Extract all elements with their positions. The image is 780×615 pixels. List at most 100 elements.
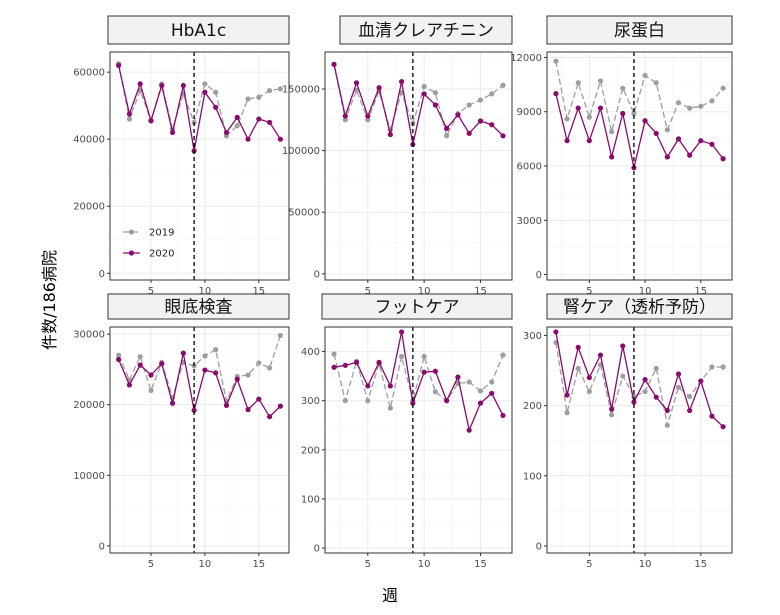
data-point-2020 (245, 136, 251, 142)
y-tick-label: 40000 (73, 135, 105, 146)
panel-border (546, 51, 733, 281)
x-tick-label: 5 (365, 286, 371, 297)
series-line-2019 (333, 64, 504, 138)
data-point-2019 (586, 114, 592, 120)
data-point-2020 (399, 78, 405, 85)
data-point-2020 (586, 138, 592, 144)
y-tick-label: 0 (536, 541, 542, 552)
data-point-2019 (256, 94, 262, 100)
y-tick-label: 12000 (510, 53, 542, 64)
data-point-2020 (245, 407, 251, 413)
data-point-2020 (477, 118, 484, 124)
y-tick-label: 300 (523, 331, 542, 342)
series-line-2020 (333, 331, 504, 433)
data-point-2020 (564, 138, 570, 144)
data-point-2020 (664, 154, 670, 160)
data-point-2019 (575, 80, 581, 86)
data-point-2019 (698, 103, 704, 109)
data-point-2020 (213, 104, 219, 110)
series-line-2020 (555, 331, 724, 428)
data-point-2019 (266, 87, 273, 94)
panel-strip (546, 293, 733, 320)
data-point-2019 (399, 353, 405, 360)
panel-border (324, 326, 513, 554)
x-tick-label: 10 (639, 286, 652, 297)
data-point-2020 (376, 359, 382, 365)
data-point-2019 (477, 97, 484, 103)
data-point-2020 (180, 82, 186, 89)
data-point-2020 (277, 403, 283, 409)
data-point-2019 (277, 86, 283, 92)
panel-4: 眼底検査 0 10000 20000 30000 5 10 15 (73, 293, 290, 570)
panel-title: 尿蛋白 (614, 21, 665, 41)
data-point-2020 (410, 400, 416, 406)
data-point-2020 (444, 125, 450, 132)
x-tick-label: 10 (199, 559, 212, 570)
data-point-2020 (331, 364, 337, 370)
data-point-2019 (664, 127, 670, 133)
y-axis-label: 件数/186病院 (40, 250, 59, 350)
data-point-2020 (664, 407, 670, 414)
data-point-2019 (148, 387, 154, 394)
data-point-2020 (234, 376, 240, 382)
x-tick-label: 5 (586, 286, 592, 297)
data-point-2020 (575, 344, 581, 350)
y-tick-label: 100 (301, 494, 320, 505)
data-point-2019 (432, 90, 438, 96)
data-point-2020 (365, 113, 371, 119)
data-point-2020 (687, 152, 693, 158)
data-point-2020 (609, 406, 615, 412)
data-point-2019 (631, 110, 637, 117)
panel-6: 腎ケア（透析予防） 0 100 200 300 5 10 15 (523, 293, 733, 570)
panel-strip (339, 15, 513, 45)
data-point-2019 (597, 78, 604, 84)
x-tick-label: 10 (418, 559, 431, 570)
data-point-2020 (466, 427, 472, 433)
data-point-2020 (631, 399, 637, 405)
data-point-2020 (553, 91, 559, 97)
data-point-2020 (256, 396, 262, 402)
data-point-2019 (653, 80, 659, 86)
data-point-2020 (553, 329, 559, 335)
data-point-2020 (180, 350, 186, 356)
data-point-2020 (399, 329, 405, 335)
data-point-2020 (620, 343, 626, 349)
data-point-2019 (500, 82, 506, 88)
data-point-2020 (575, 105, 581, 111)
series-line-2020 (333, 64, 504, 145)
data-point-2019 (342, 398, 348, 404)
data-point-2020 (455, 374, 461, 380)
panel-strip (107, 293, 290, 320)
data-point-2019 (342, 117, 348, 123)
y-tick-label: 9000 (517, 107, 542, 118)
data-point-2019 (202, 353, 208, 359)
y-tick-label: 400 (301, 347, 320, 358)
data-point-2020 (234, 114, 240, 120)
data-point-2020 (191, 407, 197, 413)
data-point-2019 (444, 133, 450, 139)
data-point-2020 (126, 382, 133, 388)
legend-label-2019: 2019 (149, 228, 174, 239)
legend-label-2020: 2020 (149, 249, 174, 260)
panel-2: 血清クレアチニン 0 50000 100000 150000 5 10 15 (282, 15, 513, 297)
data-point-2019 (466, 102, 472, 108)
data-point-2019 (353, 87, 360, 93)
series-line-2019 (555, 342, 724, 426)
data-point-2020 (148, 118, 154, 124)
y-tick-label: 0 (314, 269, 320, 280)
data-point-2019 (213, 347, 219, 353)
data-point-2019 (213, 89, 219, 95)
data-point-2019 (609, 412, 615, 418)
x-tick-label: 15 (694, 559, 707, 570)
data-point-2020 (687, 407, 693, 414)
data-point-2020 (353, 359, 360, 365)
data-point-2019 (126, 116, 133, 122)
data-point-2019 (365, 398, 371, 404)
data-point-2020 (277, 136, 283, 142)
x-tick-label: 15 (694, 286, 707, 297)
data-point-2019 (477, 388, 484, 394)
data-point-2020 (126, 111, 133, 117)
x-tick-label: 15 (474, 286, 487, 297)
data-point-2019 (489, 379, 495, 385)
